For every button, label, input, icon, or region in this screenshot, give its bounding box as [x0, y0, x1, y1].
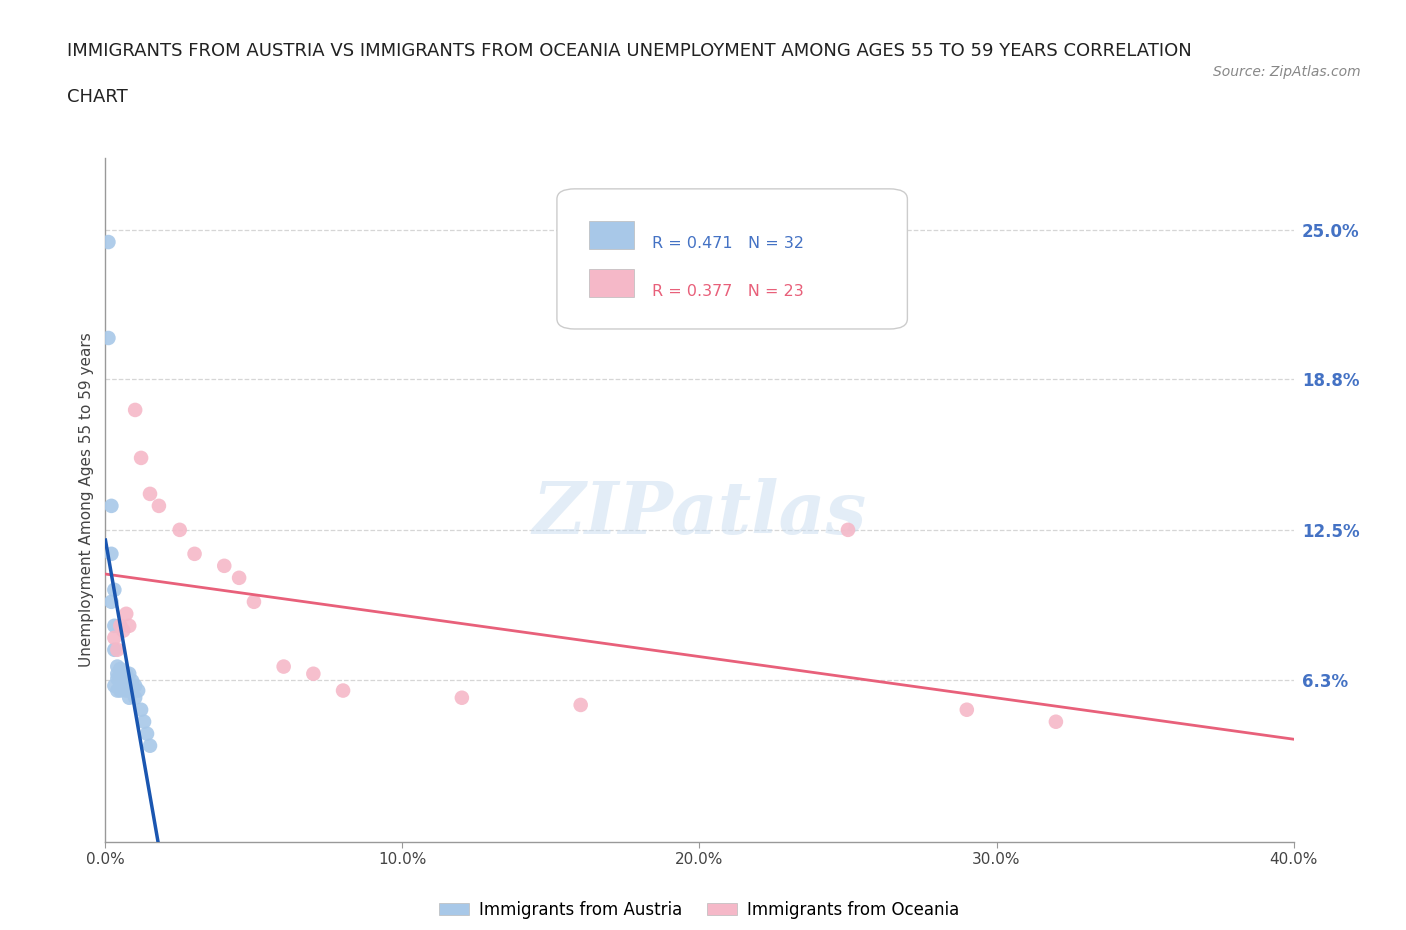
Point — [105, 666, 128, 681]
Point — [100, 498, 122, 513]
Point — [569, 698, 592, 712]
Point — [332, 684, 354, 698]
Bar — [589, 220, 634, 249]
Point — [115, 666, 138, 681]
Point — [110, 666, 132, 681]
Point — [273, 659, 295, 674]
Point — [214, 558, 236, 573]
Point — [124, 403, 146, 418]
Point — [124, 690, 146, 705]
Point — [837, 523, 859, 538]
Point — [105, 643, 128, 658]
Point — [118, 618, 141, 633]
Point — [112, 623, 135, 638]
Point — [121, 673, 143, 688]
Point — [103, 643, 125, 658]
Point — [100, 594, 122, 609]
Point — [115, 606, 138, 621]
Point — [100, 547, 122, 562]
Point — [110, 618, 132, 633]
Point — [127, 684, 149, 698]
Bar — [589, 269, 634, 298]
Text: R = 0.471   N = 32: R = 0.471 N = 32 — [652, 236, 804, 251]
Point — [139, 738, 162, 753]
Point — [243, 594, 266, 609]
Point — [183, 547, 205, 562]
Point — [103, 618, 125, 633]
Text: R = 0.377   N = 23: R = 0.377 N = 23 — [652, 284, 804, 299]
Point — [110, 673, 132, 688]
Point — [112, 678, 135, 693]
Text: IMMIGRANTS FROM AUSTRIA VS IMMIGRANTS FROM OCEANIA UNEMPLOYMENT AMONG AGES 55 TO: IMMIGRANTS FROM AUSTRIA VS IMMIGRANTS FR… — [67, 42, 1192, 60]
Point — [450, 690, 472, 705]
Point — [148, 498, 170, 513]
Point — [169, 523, 191, 538]
Point — [105, 659, 128, 674]
FancyBboxPatch shape — [557, 189, 907, 329]
Point — [110, 684, 132, 698]
Point — [103, 582, 125, 597]
Text: ZIPatlas: ZIPatlas — [533, 478, 866, 549]
Point — [118, 666, 141, 681]
Point — [115, 684, 138, 698]
Point — [956, 702, 979, 717]
Point — [97, 234, 120, 249]
Point — [112, 673, 135, 688]
Point — [302, 666, 325, 681]
Point — [110, 661, 132, 676]
Point — [1045, 714, 1067, 729]
Point — [129, 450, 152, 465]
Point — [103, 631, 125, 645]
Text: Source: ZipAtlas.com: Source: ZipAtlas.com — [1213, 65, 1361, 79]
Point — [124, 678, 146, 693]
Point — [228, 570, 250, 585]
Point — [118, 690, 141, 705]
Point — [139, 486, 162, 501]
Legend: Immigrants from Austria, Immigrants from Oceania: Immigrants from Austria, Immigrants from… — [433, 895, 966, 925]
Point — [105, 671, 128, 686]
Point — [132, 714, 155, 729]
Point — [136, 726, 159, 741]
Point — [97, 330, 120, 345]
Y-axis label: Unemployment Among Ages 55 to 59 years: Unemployment Among Ages 55 to 59 years — [79, 333, 94, 667]
Point — [112, 666, 135, 681]
Point — [103, 678, 125, 693]
Point — [129, 702, 152, 717]
Point — [105, 684, 128, 698]
Text: CHART: CHART — [67, 88, 128, 106]
